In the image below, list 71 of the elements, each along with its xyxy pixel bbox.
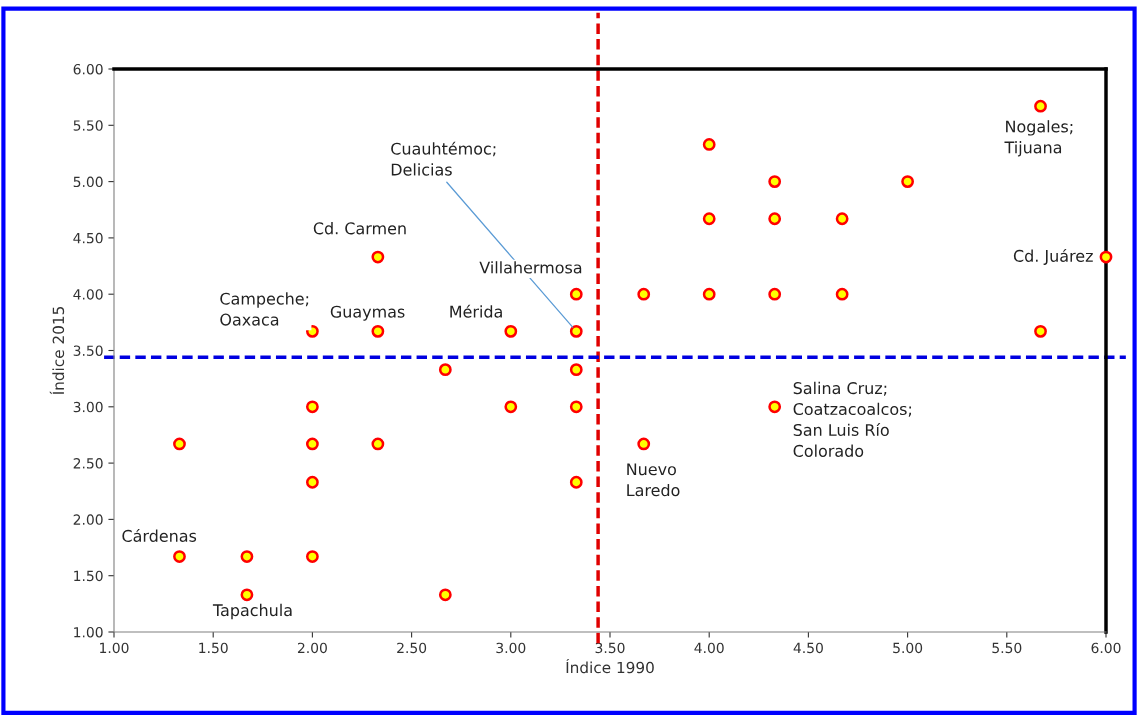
point — [240, 550, 254, 563]
point — [768, 212, 782, 226]
point — [1034, 324, 1047, 338]
point — [835, 212, 849, 226]
point — [173, 437, 186, 451]
point — [702, 138, 716, 151]
point — [901, 175, 914, 188]
x-tick-label: 4.00 — [694, 642, 724, 654]
y-tick-label: 2.50 — [73, 458, 103, 469]
point — [504, 324, 518, 338]
x-tick-label: 3.50 — [595, 642, 625, 654]
x-tick-label: 1.50 — [199, 642, 228, 654]
point — [240, 588, 254, 602]
point — [702, 287, 716, 301]
y-tick-label: 4.00 — [73, 289, 103, 300]
annotation: Tapachula — [212, 603, 292, 620]
point — [569, 400, 583, 414]
y-tick-label: 3.50 — [73, 345, 103, 356]
point — [371, 250, 385, 264]
y-tick-label: 1.00 — [74, 626, 103, 638]
annotation: Campeche; Oaxaca — [220, 292, 309, 326]
x-tick-label: 4.50 — [793, 642, 823, 654]
x-tick-label: 5.00 — [893, 642, 923, 654]
y-tick-label: 1.50 — [74, 570, 103, 582]
x-tick-label: 1.00 — [100, 642, 129, 654]
point — [569, 475, 583, 489]
x-tick-label: 5.50 — [992, 642, 1022, 654]
y-tick-label: 4.50 — [73, 232, 103, 244]
point — [173, 550, 186, 563]
annotation: Cd. Carmen — [313, 222, 406, 235]
annotation: Nuevo Laredo — [627, 463, 680, 497]
annotation: Cuauhtémoc; Delicias — [391, 141, 496, 176]
y-tick-label: 2.00 — [73, 514, 103, 525]
y-tick-label: 5.00 — [73, 176, 103, 188]
annotation: Guaymas — [330, 305, 405, 321]
point — [702, 212, 716, 226]
point — [438, 363, 452, 377]
annotation: Salina Cruz; Coatzacoalcos; San Luis Río Colorado — [793, 381, 911, 457]
point — [1034, 99, 1047, 113]
y-tick-label: 3.00 — [73, 401, 103, 413]
x-tick-label: 6.00 — [1091, 642, 1121, 654]
x-tick-label: 3.00 — [496, 642, 526, 654]
point — [835, 287, 849, 301]
y-tick-label: 6.00 — [73, 63, 103, 75]
x-tick-label: 2.50 — [397, 642, 427, 654]
annotation: Nogales; Tijuana — [1004, 120, 1073, 157]
point — [306, 550, 319, 563]
point — [768, 400, 782, 414]
point — [768, 175, 782, 188]
annotation: Cárdenas — [122, 528, 197, 542]
point — [569, 363, 583, 377]
point — [637, 287, 651, 301]
point — [306, 475, 319, 489]
x-axis-title: Índice 1990 — [566, 658, 654, 674]
x-tick-label: 2.00 — [297, 642, 327, 654]
point — [371, 437, 385, 451]
point — [569, 287, 583, 301]
point — [438, 588, 452, 602]
point — [1099, 250, 1113, 264]
point — [306, 400, 319, 414]
annotation: Mérida — [450, 304, 502, 318]
annotation: Cd. Juárez — [1013, 248, 1093, 265]
point — [504, 400, 518, 414]
y-axis-title: Índice 2015 — [49, 307, 65, 395]
point — [306, 437, 319, 451]
annotation: Villahermosa — [479, 261, 582, 274]
point — [637, 437, 651, 451]
point — [569, 324, 583, 338]
point — [371, 324, 385, 338]
point — [768, 287, 782, 301]
y-tick-label: 5.50 — [73, 120, 103, 131]
